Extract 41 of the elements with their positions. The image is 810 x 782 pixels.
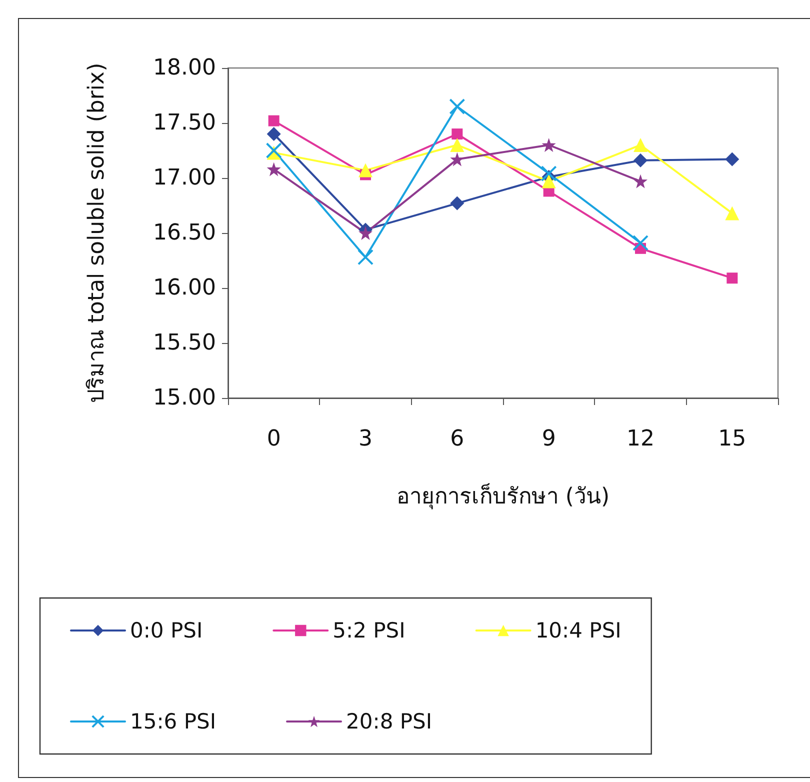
point: [268, 115, 280, 126]
legend-label: 15:6 PSI: [130, 710, 216, 734]
y-tick-label: 16.50: [153, 220, 216, 246]
y-tick-label: 17.50: [153, 110, 216, 136]
point: [450, 138, 464, 152]
point: [632, 234, 648, 251]
x-tick-label: 12: [626, 426, 654, 452]
y-tick-label: 15.00: [153, 386, 216, 410]
x-tick-label: 15: [718, 426, 746, 452]
point: [266, 162, 281, 176]
point: [452, 128, 463, 140]
point: [358, 163, 372, 178]
point: [634, 174, 648, 188]
legend-label: 20:8 PSI: [346, 710, 432, 734]
x-axis-title: อายุการเก็บรักษา (วัน): [396, 482, 610, 510]
point: [266, 127, 281, 141]
legend-label: 0:0 PSI: [130, 618, 203, 642]
y-tick-label: 15.50: [153, 330, 216, 356]
x-tick-label: 3: [358, 426, 372, 452]
point: [634, 153, 648, 168]
point: [725, 152, 740, 166]
y-tick-label: 18.00: [153, 56, 216, 80]
legend-label: 5:2 PSI: [332, 618, 406, 642]
x-tick-label: 9: [542, 426, 556, 452]
point: [540, 166, 557, 182]
x-tick-label: 6: [450, 426, 464, 452]
y-tick-label: 16.00: [153, 276, 216, 300]
x-tick-label: 0: [266, 426, 281, 452]
point: [542, 174, 556, 188]
point: [542, 138, 556, 152]
point: [449, 98, 466, 114]
y-tick-label: 17.00: [153, 166, 216, 190]
point: [726, 272, 738, 284]
point: [634, 138, 648, 152]
point: [266, 142, 282, 158]
point: [358, 249, 374, 266]
point: [358, 226, 372, 240]
y-axis-title: ปริมาณ total soluble solid (brix): [84, 62, 110, 404]
point: [450, 196, 464, 210]
legend-label: 10:4 PSI: [535, 618, 622, 642]
point: [725, 206, 740, 220]
